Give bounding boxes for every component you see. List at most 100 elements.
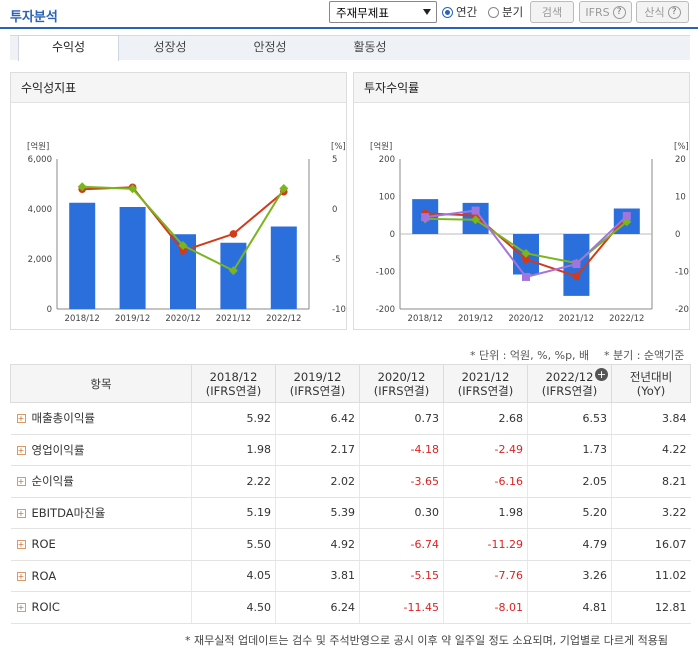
x-tick-label: 2021/12 [216, 314, 251, 324]
table-cell: 8.21 [611, 465, 691, 498]
y-left-tick: 200 [379, 155, 395, 165]
data-point [522, 255, 530, 264]
expand-icon[interactable]: + [16, 508, 26, 518]
x-tick-label: 2020/12 [165, 314, 200, 324]
table-cell: 4.92 [275, 528, 360, 561]
table-cell: 2.22 [191, 465, 276, 498]
title-divider [0, 27, 698, 29]
y-right-unit: [%] [674, 142, 689, 152]
header-col: 2022/12 (IFRS연결) + [527, 364, 612, 403]
expand-icon[interactable]: + [16, 603, 26, 613]
table-cell: -11.29 [443, 528, 528, 561]
x-tick-label: 2020/12 [508, 314, 543, 324]
statement-select-value: 주재무제표 [336, 6, 389, 20]
tab-activity[interactable]: 활동성 [353, 40, 387, 54]
table-cell: 3.22 [611, 497, 691, 529]
footer-note: * 재무실적 업데이트는 검수 및 주석반영으로 공시 이후 약 일주일 정도 … [185, 634, 668, 647]
y-right-tick: 0 [332, 205, 337, 215]
profitability-panel: 수익성지표 [억원] [%] 0 2,000 4,000 6,000 -10 -5 0 5 2018… [10, 72, 347, 353]
table-row: + EBITDA마진율 5.19 5.39 0.30 1.98 5.20 3.22 [10, 497, 691, 529]
table-header-row: 항목 2018/12 (IFRS연결) 2019/12 (IFRS연결) 2020/… [10, 364, 691, 403]
expand-icon[interactable]: + [16, 477, 26, 487]
expand-icon[interactable]: + [16, 571, 26, 581]
bar [220, 242, 247, 309]
radio-quarter[interactable]: 분기 [488, 4, 523, 20]
table-cell: -4.18 [359, 434, 444, 466]
data-point [279, 184, 289, 193]
table-cell: 5.39 [275, 497, 360, 529]
table-row: + ROA 4.05 3.81 -5.15 -7.76 3.26 11.02 [10, 560, 691, 592]
table-cell: 5.19 [191, 497, 276, 529]
row-label[interactable]: + ROE [10, 528, 192, 561]
table-cell: 1.73 [527, 434, 612, 466]
radio-annual[interactable]: 연간 [442, 4, 477, 20]
table-cell: 4.22 [611, 434, 691, 466]
header-basis: (YoY) [636, 383, 666, 398]
profitability-chart: [억원] [%] 0 2,000 4,000 6,000 -10 -5 0 5 2018/12 201… [27, 141, 346, 353]
data-point [471, 206, 480, 215]
table-cell: 5.92 [191, 402, 276, 435]
table-cell: -6.74 [359, 528, 444, 561]
y-left-tick: 6,000 [28, 155, 52, 165]
header-year: 2019/12 [293, 369, 342, 384]
investment-return-chart: [억원] [%]-200-1000100200-20-10010202018/12… [370, 141, 689, 353]
row-label-text: 순이익률 [31, 474, 74, 489]
table-cell: -5.15 [359, 560, 444, 592]
expand-icon[interactable]: + [16, 445, 26, 455]
search-button[interactable]: 검색 [530, 1, 574, 23]
table-cell: 12.81 [611, 591, 691, 624]
y-left-unit: [억원] [370, 141, 392, 152]
tab-growth[interactable]: 성장성 [153, 40, 187, 54]
quarter-note: * 분기 : 순액기준 [604, 349, 685, 362]
x-tick-label: 2022/12 [266, 314, 301, 324]
tab-profitability[interactable]: 수익성 [18, 35, 119, 61]
table-cell: 4.81 [527, 591, 612, 624]
table-cell: 3.81 [275, 560, 360, 592]
y-right-tick: -5 [332, 255, 340, 265]
data-point [622, 217, 632, 227]
table-cell: 3.26 [527, 560, 612, 592]
table-row: + 순이익률 2.22 2.02 -3.65 -6.16 2.05 8.21 [10, 465, 691, 498]
x-tick-label: 2021/12 [559, 314, 594, 324]
row-label[interactable]: + ROIC [10, 591, 192, 624]
ifrs-button[interactable]: IFRS? [579, 1, 632, 23]
header-year: 전년대비 [629, 369, 673, 384]
radio-quarter-label: 분기 [502, 5, 524, 19]
row-label[interactable]: + EBITDA마진율 [10, 497, 192, 529]
row-label[interactable]: + 매출총이익률 [10, 402, 192, 435]
investment-return-panel: 투자수익률 [억원] [%] -200 -100 0 100 200 -20 -10 0 10 20 2… [353, 72, 690, 353]
y-right-tick: 0 [675, 230, 680, 240]
y-left-unit: [억원] [27, 141, 49, 152]
radio-checked-icon [442, 6, 453, 18]
data-point [471, 215, 481, 225]
statement-select[interactable]: 주재무제표 [329, 1, 437, 23]
row-label[interactable]: + 영업이익률 [10, 434, 192, 466]
formula-button-label: 산식 [644, 6, 665, 19]
data-point [572, 272, 581, 281]
y-left-tick: 100 [379, 193, 395, 203]
table-cell: 6.42 [275, 402, 360, 435]
formula-button[interactable]: 산식? [636, 1, 689, 23]
radio-unchecked-icon [488, 6, 499, 18]
data-point [572, 260, 581, 269]
help-icon: ? [667, 5, 681, 19]
row-label[interactable]: + ROA [10, 560, 192, 592]
expand-icon[interactable]: + [16, 540, 26, 550]
table-row: + ROIC 4.50 6.24 -11.45 -8.01 4.81 12.81 [10, 591, 691, 624]
row-label-text: ROA [31, 568, 57, 583]
tab-stability[interactable]: 안정성 [253, 40, 287, 54]
header-col: 2018/12 (IFRS연결) [191, 364, 276, 403]
expand-icon[interactable]: + [16, 414, 26, 424]
table-cell: 2.05 [527, 465, 612, 498]
table-cell: 0.73 [359, 402, 444, 435]
header-year: 2018/12 [209, 369, 258, 384]
table-cell: 16.07 [611, 528, 691, 561]
x-tick-label: 2022/12 [609, 314, 644, 324]
table-cell: -7.76 [443, 560, 528, 592]
row-label[interactable]: + 순이익률 [10, 465, 192, 498]
add-column-icon[interactable]: + [595, 368, 608, 381]
data-point [179, 247, 187, 255]
header-year: 2021/12 [461, 369, 510, 384]
table-cell: 4.05 [191, 560, 276, 592]
table-cell: -3.65 [359, 465, 444, 498]
